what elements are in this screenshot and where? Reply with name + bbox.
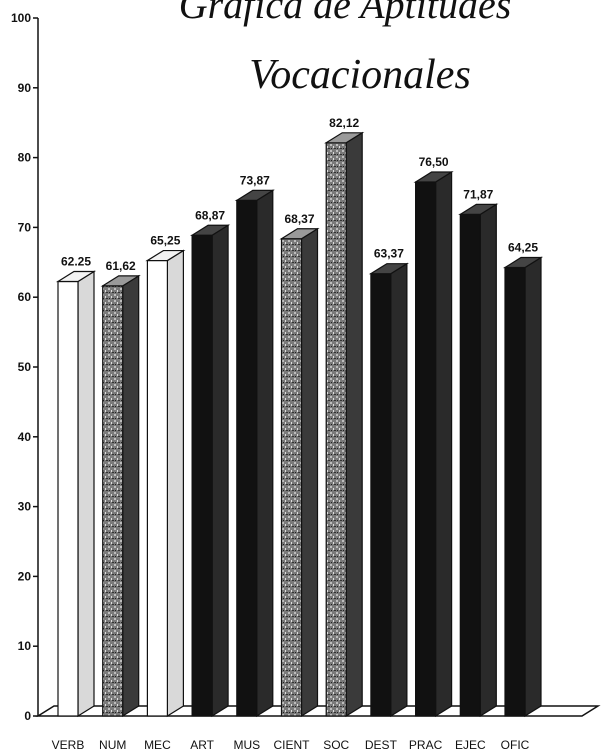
bar-top-face [413, 171, 454, 183]
bar-value-label: 82,12 [329, 116, 359, 130]
bar-ofic [502, 256, 544, 718]
bar-front-face [191, 234, 213, 717]
bar-prac [413, 170, 454, 718]
chart-bars [55, 131, 544, 718]
bar-side-face [122, 274, 140, 718]
chart-labels: 62.25 VERB 61,62 NUM 65,25 MEC 68,87 ART 73,87 MU… [52, 116, 539, 752]
bar-side-face [256, 189, 274, 718]
x-category-label: SOC [323, 738, 349, 752]
chart-title-line2: Vocacionales [249, 52, 471, 98]
bar-value-label: 63,37 [374, 247, 404, 261]
bar-top-face [190, 224, 231, 236]
bar-top-face [100, 275, 141, 287]
bar-mus [234, 189, 275, 718]
bar-side-face [524, 256, 542, 718]
bar-top-face [279, 228, 320, 240]
bar-value-label: 64,25 [508, 241, 538, 255]
bar-front-face [325, 142, 347, 717]
y-tick-label: 20 [18, 569, 32, 583]
x-category-label: MUS [233, 738, 260, 752]
x-category-label: NUM [99, 738, 126, 752]
bar-top-face [368, 263, 409, 275]
bar-front-face [102, 285, 124, 717]
bar-side-face [77, 270, 95, 718]
bar-value-label: 71,87 [463, 187, 493, 201]
bar-dest [368, 262, 409, 718]
bar-cient [279, 227, 320, 718]
bar-side-face [435, 170, 453, 718]
bar-value-label: 61,62 [106, 259, 136, 273]
x-category-label: EJEC [455, 738, 486, 752]
bar-side-face [211, 224, 229, 718]
bar-front-face [57, 280, 79, 717]
bar-num [100, 274, 141, 718]
bar-mec [145, 249, 186, 718]
bar-side-face [345, 131, 363, 718]
bar-top-face [234, 189, 275, 201]
y-tick-label: 80 [18, 151, 32, 165]
bar-verb [55, 270, 97, 718]
bar-top-face [55, 270, 97, 283]
bar-front-face [415, 181, 437, 717]
bar-value-label: 65,25 [150, 234, 180, 248]
bar-value-label: 62.25 [61, 254, 91, 268]
x-category-label: MEC [144, 738, 171, 752]
bar-front-face [146, 259, 168, 717]
bar-front-face [504, 266, 526, 717]
y-tick-label: 60 [18, 290, 32, 304]
bar-side-face [300, 227, 319, 718]
x-category-label: DEST [365, 738, 398, 752]
bar-front-face [236, 199, 258, 717]
y-tick-label: 30 [18, 500, 32, 514]
bar-art [190, 224, 231, 718]
y-tick-label: 40 [18, 430, 32, 444]
x-category-label: ART [190, 738, 214, 752]
x-category-label: VERB [52, 738, 85, 752]
bar-front-face [459, 213, 481, 717]
bar-front-face [280, 238, 303, 717]
bar-top-face [458, 203, 499, 215]
y-tick-label: 90 [18, 81, 32, 95]
bar-top-face [145, 249, 186, 262]
y-tick-label: 10 [18, 639, 32, 653]
bar-ejec [458, 203, 499, 718]
bar-front-face [370, 273, 392, 717]
bar-value-label: 68,37 [284, 212, 314, 226]
x-category-label: CIENT [274, 738, 311, 752]
bar-value-label: 68,87 [195, 208, 225, 222]
y-tick-label: 50 [18, 360, 32, 374]
bar-top-face [502, 256, 544, 269]
bar-value-label: 76,50 [419, 155, 449, 169]
chart-axes: 0 10 20 30 40 50 60 70 80 90 100 [11, 11, 601, 723]
x-category-label: OFIC [501, 738, 530, 752]
bar-soc [324, 131, 365, 718]
bar-side-face [479, 203, 497, 718]
x-category-label: PRAC [409, 738, 443, 752]
bar-side-face [166, 249, 184, 718]
y-tick-label: 100 [11, 11, 31, 25]
bar-side-face [390, 262, 408, 718]
bar-top-face [324, 132, 365, 144]
y-tick-label: 70 [18, 220, 32, 234]
y-tick-label: 0 [24, 709, 31, 723]
bar-value-label: 73,87 [240, 173, 270, 187]
chart-title-line1: Gráfica de Aptitudes [179, 0, 512, 27]
